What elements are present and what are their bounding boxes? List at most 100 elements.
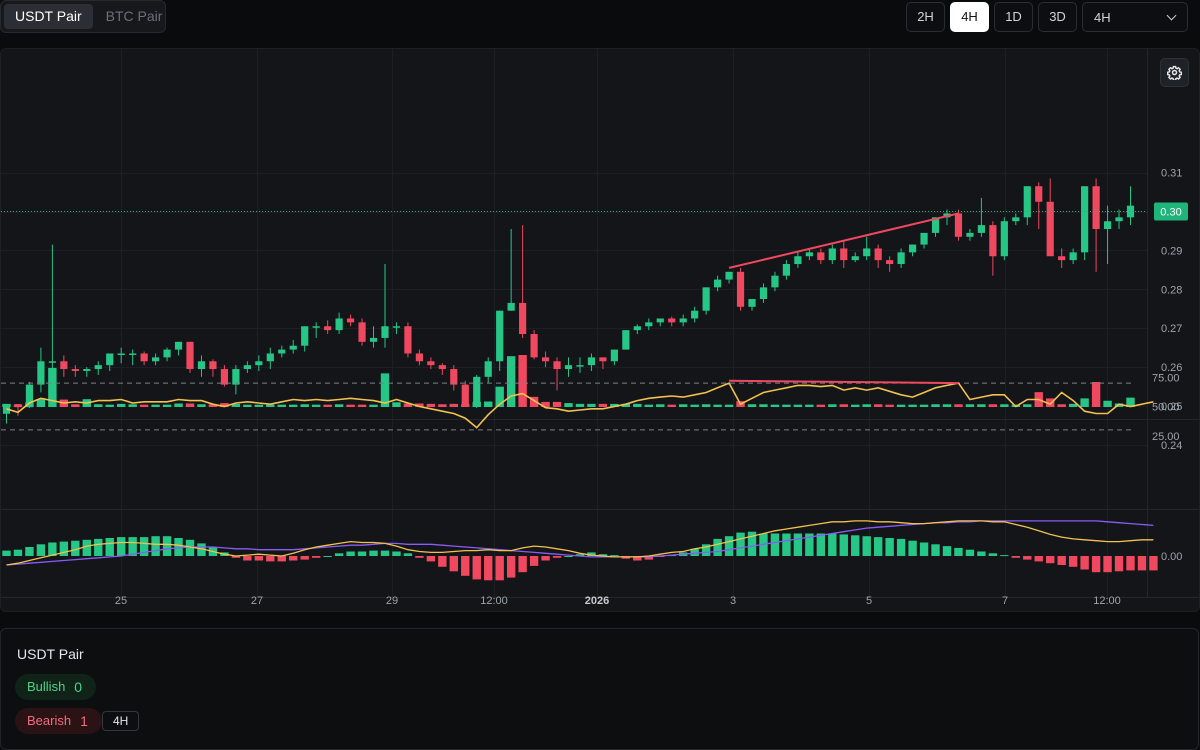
volume-bar — [346, 404, 355, 407]
volume-bar — [162, 404, 172, 407]
macd-histogram-bar — [426, 556, 436, 562]
summary-title: USDT Pair — [17, 646, 84, 662]
volume-bar — [770, 404, 780, 407]
macd-histogram-bar — [116, 537, 126, 556]
volume-bar — [438, 404, 447, 407]
candle-body — [748, 299, 756, 307]
candle-body — [450, 369, 458, 385]
macd-histogram-bar — [633, 556, 642, 561]
candle-body — [37, 361, 45, 385]
bearish-badge[interactable]: Bearish 1 — [15, 708, 102, 734]
macd-histogram-bar — [231, 556, 241, 558]
timeframe-bar: 2H 4H 1D 3D 4H — [906, 2, 1188, 32]
price-tick-label: 0.25 — [1161, 401, 1182, 413]
volume-bar — [862, 404, 871, 407]
candle-body — [71, 369, 79, 371]
candle-body — [232, 369, 240, 385]
candle-body — [771, 275, 779, 288]
candle-body — [60, 361, 68, 370]
volume-bar — [415, 403, 424, 407]
timeframe-1d-button[interactable]: 1D — [994, 2, 1033, 32]
macd-histogram-bar — [644, 556, 653, 560]
candle-body — [220, 369, 229, 385]
macd-histogram-bar — [1068, 556, 1078, 567]
usdt-pair-tab[interactable]: USDT Pair — [4, 4, 93, 29]
macd-histogram-bar — [438, 556, 447, 567]
volume-bar — [254, 404, 264, 407]
candle-body — [736, 271, 745, 307]
volume-bar — [300, 404, 309, 407]
volume-bar — [105, 404, 114, 407]
macd-histogram-bar — [346, 551, 355, 556]
candle-body — [369, 337, 378, 342]
volume-bar — [426, 403, 436, 407]
candle-body — [599, 357, 607, 362]
candle-body — [1081, 186, 1089, 253]
timeframe-select[interactable]: 4H — [1082, 2, 1188, 32]
bullish-label: Bullish — [27, 679, 66, 694]
macd-histogram-bar — [598, 554, 608, 556]
volume-bar — [724, 404, 734, 407]
timeframe-2h-button[interactable]: 2H — [906, 2, 945, 32]
candle-body — [610, 349, 618, 362]
candle-body — [553, 361, 561, 370]
volume-bar — [656, 404, 665, 407]
volume-bar — [1126, 397, 1135, 407]
macd-histogram-bar — [1011, 556, 1021, 558]
timeframe-4h-button[interactable]: 4H — [950, 2, 989, 32]
candle-body — [94, 365, 102, 370]
macd-histogram-bar — [1126, 556, 1135, 571]
macd-histogram-bar — [965, 549, 975, 556]
volume-bar — [552, 401, 562, 407]
macd-histogram-bar — [449, 556, 459, 572]
macd-histogram-bar — [162, 536, 172, 556]
candle-body — [289, 345, 297, 350]
volume-bar — [185, 403, 195, 407]
bullish-badge[interactable]: Bullish 0 — [15, 674, 97, 700]
candle-body — [989, 225, 997, 257]
macd-histogram-bar — [575, 554, 585, 556]
candle-body — [117, 353, 125, 355]
candle-body — [1000, 221, 1008, 257]
chart-settings-button[interactable] — [1160, 58, 1189, 87]
volume-bar — [1023, 404, 1032, 407]
candle-body — [48, 361, 56, 363]
macd-histogram-bar — [1149, 556, 1158, 571]
volume-bar — [621, 403, 631, 407]
time-tick-label: 7 — [1002, 595, 1008, 607]
volume-bar — [1057, 404, 1066, 407]
candle-body — [519, 302, 527, 335]
macd-histogram-bar — [403, 553, 413, 556]
candle-body — [312, 326, 320, 328]
macd-histogram-bar — [839, 534, 848, 556]
macd-histogram-bar — [105, 538, 114, 556]
chart-panel[interactable]: 0.310.300.290.280.270.260.250.2475.0050.… — [0, 48, 1200, 612]
timeframe-3d-button[interactable]: 3D — [1038, 2, 1077, 32]
macd-histogram-bar — [736, 532, 745, 556]
macd-histogram-bar — [461, 556, 470, 576]
macd-histogram-bar — [380, 550, 390, 556]
volume-bar — [896, 404, 906, 407]
candle-body — [266, 353, 274, 362]
candle-body — [301, 326, 309, 346]
volume-bar — [323, 404, 332, 407]
volume-bar — [965, 404, 975, 407]
macd-histogram-bar — [828, 533, 837, 556]
volume-bar — [128, 404, 137, 407]
macd-histogram-bar — [1080, 556, 1089, 570]
macd-histogram-bar — [1023, 556, 1032, 560]
macd-histogram-bar — [885, 538, 894, 556]
grid — [1, 49, 1147, 597]
price-tick-label: 0.28 — [1161, 284, 1182, 296]
btc-pair-tab[interactable]: BTC Pair — [105, 8, 163, 24]
candle-body — [977, 225, 985, 233]
volume-bar — [633, 403, 642, 407]
macd-histogram-bar — [506, 556, 516, 578]
candle-body — [278, 349, 286, 354]
candle-body — [392, 326, 401, 328]
candle-body — [840, 248, 848, 261]
candle-body — [163, 349, 171, 358]
volume-bar — [71, 404, 80, 407]
candle-body — [324, 326, 332, 331]
candle-body — [714, 279, 722, 288]
